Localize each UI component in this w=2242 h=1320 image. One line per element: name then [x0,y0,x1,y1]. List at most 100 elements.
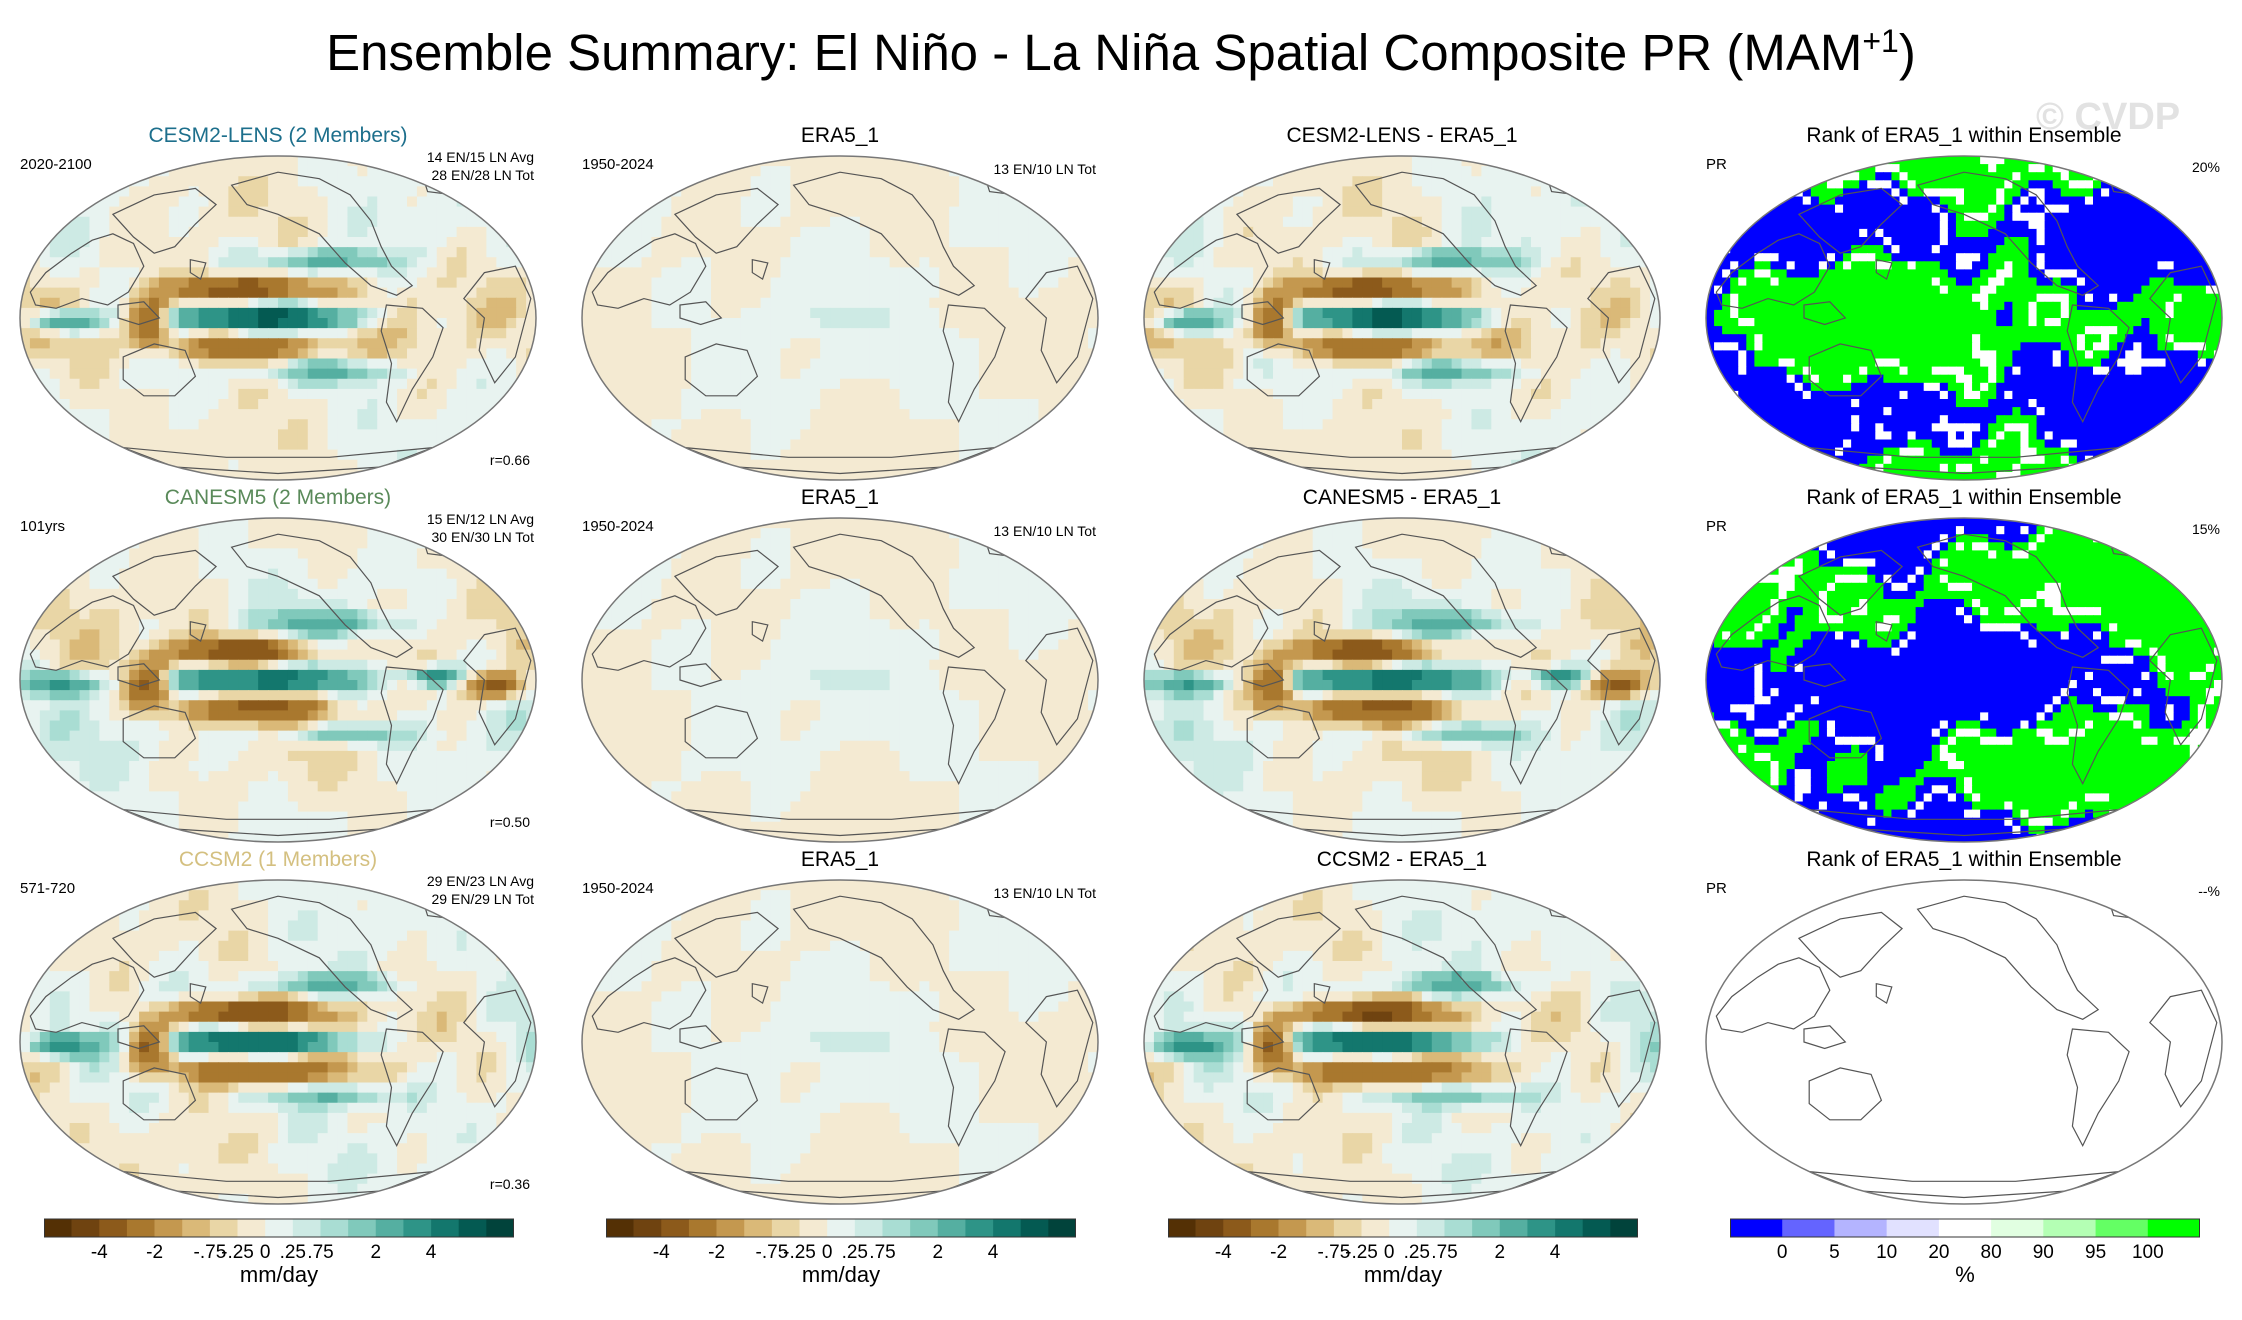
rank-map [1705,155,2223,481]
colorbar-swatch [1582,1219,1611,1237]
colorbar-tick-label: -.25 [783,1242,816,1264]
figure-title-superscript: +1 [1862,23,1898,59]
colorbar-tick-label: 4 [988,1242,999,1264]
colorbar-tick-label: 4 [1550,1242,1561,1264]
cvdp-watermark: © CVDP [2036,96,2206,139]
map-field [582,518,1098,842]
colorbar-tick-label: -.75 [194,1242,227,1264]
colorbar-swatch [1278,1219,1307,1237]
colorbar-tick-label: -4 [91,1242,108,1264]
colorbar-tick-label: .25 [280,1242,306,1264]
colorbar-swatch [44,1219,72,1237]
panel-title: CESM2-LENS - ERA5_1 [1142,124,1662,148]
map-outline [1143,879,1661,1205]
colorbar-swatch [2095,1219,2149,1237]
colorbar-swatch [1730,1219,1783,1237]
panel-rank-2: Rank of ERA5_1 within Ensemble PR 15% [1704,486,2224,846]
colorbar-swatch [1610,1219,1638,1237]
figure-title: Ensemble Summary: El Niño - La Niña Spat… [0,18,2242,88]
colorbar-tick-label: 10 [1876,1242,1897,1264]
map-outline [1705,155,2223,481]
colorbar-swatch [854,1219,883,1237]
panel-rank-3: Rank of ERA5_1 within Ensemble PR --% [1704,848,2224,1208]
coastlines [1715,171,2218,475]
panel-title: CCSM2 (1 Members) [18,848,538,872]
colorbar-swatch [154,1219,183,1237]
colorbar-swatch [1991,1219,2044,1237]
pattern-correlation-label: r=0.66 [490,452,530,468]
colorbar-tick-label: 0 [1777,1242,1788,1264]
colorbar-tick-label: -.75 [756,1242,789,1264]
colorbar-tick-label: 95 [2085,1242,2106,1264]
colorbar-unit-label: % [1730,1262,2200,1288]
colorbar-swatch [661,1219,690,1237]
colorbar-frame [606,1218,1076,1238]
colorbar-swatch [1306,1219,1335,1237]
colorbar-swatch [403,1219,432,1237]
figure-title-text: Ensemble Summary: El Niño - La Niña Spat… [326,24,1862,81]
colorbar-swatches [606,1218,1076,1238]
variable-label: PR [1706,880,1727,897]
colorbar-swatch [799,1219,828,1237]
coastlines [1153,171,1656,475]
colorbar-swatch [716,1219,745,1237]
panel-obs-1: ERA5_1 1950-2024 13 EN/10 LN Tot [580,124,1100,484]
events-avg-label: 29 EN/23 LN Avg [427,872,534,890]
events-tot-label: 30 EN/30 LN Tot [432,528,534,546]
panel-title: ERA5_1 [580,486,1100,510]
variable-label: PR [1706,518,1727,535]
difference-map [1143,879,1661,1205]
colorbar-tick-label: -2 [708,1242,725,1264]
colorbar-unit-label: mm/day [1168,1262,1638,1288]
pr-colorbar-2: -4 -2 -.75 -.25 0 .25.75 2 4 mm/day [606,1218,1076,1298]
period-label: 1950-2024 [582,156,654,173]
colorbar-tick-label: .75 [1431,1242,1457,1264]
map-field [1706,880,2222,1204]
events-tot-label: 28 EN/28 LN Tot [432,166,534,184]
colorbar-frame [1168,1218,1638,1238]
panel-title: CANESM5 (2 Members) [18,486,538,510]
colorbar-tick-label: -.75 [1318,1242,1351,1264]
panel-diff-2: CANESM5 - ERA5_1 [1142,486,1662,846]
period-label: 571-720 [20,880,75,897]
map-outline [1143,517,1661,843]
rank-colorbar: 0 5 10 20 80 90 95 100% [1730,1218,2200,1298]
colorbar-swatch [1195,1219,1224,1237]
difference-map [1143,155,1661,481]
colorbar-swatch [827,1219,856,1237]
colorbar-swatch [1472,1219,1501,1237]
colorbar-swatch [1416,1219,1445,1237]
panel-model-3: CCSM2 (1 Members) 571-720 29 EN/23 LN Avg 2… [18,848,538,1208]
panel-rank-1: Rank of ERA5_1 within Ensemble PR 20% [1704,124,2224,484]
colorbar-tick-label: 0 [260,1242,271,1264]
colorbar-swatch [1782,1219,1835,1237]
colorbar-swatch [1168,1219,1196,1237]
colorbar-tick-label: 4 [426,1242,437,1264]
colorbar-swatch [1223,1219,1252,1237]
colorbar-swatch [1444,1219,1473,1237]
colorbar-tick-label: 0 [1384,1242,1395,1264]
colorbar-swatch [126,1219,155,1237]
pr-colorbar-1: -4 -2 -.75 -.25 0 .25.75 2 4 mm/day [44,1218,514,1298]
panel-diff-1: CESM2-LENS - ERA5_1 [1142,124,1662,484]
colorbar-swatch [937,1219,966,1237]
panel-diff-3: CCSM2 - ERA5_1 [1142,848,1662,1208]
colorbar-tick-label: 2 [1495,1242,1506,1264]
panel-title: Rank of ERA5_1 within Ensemble [1704,124,2224,148]
panel-model-2: CANESM5 (2 Members) 101yrs 15 EN/12 LN Avg… [18,486,538,846]
model-map [19,879,537,1205]
pattern-correlation-label: r=0.50 [490,814,530,830]
events-avg-label: 15 EN/12 LN Avg [427,510,534,528]
colorbar-swatch [882,1219,911,1237]
colorbar-swatch [1333,1219,1362,1237]
colorbar-tick-label: -2 [146,1242,163,1264]
rank-percent-label: 15% [2192,520,2220,538]
colorbar-swatch [1527,1219,1556,1237]
figure-title-close: ) [1899,24,1916,81]
colorbar-swatch [1361,1219,1390,1237]
colorbar-tick-label: .25 [842,1242,868,1264]
panel-title: CANESM5 - ERA5_1 [1142,486,1662,510]
colorbar-swatches [1730,1218,2200,1238]
colorbar-swatch [237,1219,266,1237]
panel-title: Rank of ERA5_1 within Ensemble [1704,486,2224,510]
